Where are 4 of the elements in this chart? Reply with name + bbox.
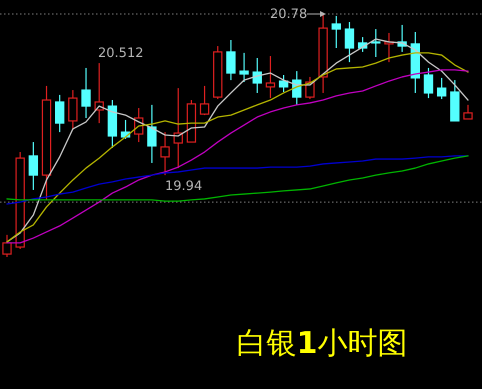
annotation: 20.78 bbox=[270, 7, 308, 22]
annotation: 20.512 bbox=[98, 46, 144, 61]
annotation: 19.94 bbox=[165, 179, 202, 194]
title: 白银1小时图 bbox=[236, 326, 408, 361]
